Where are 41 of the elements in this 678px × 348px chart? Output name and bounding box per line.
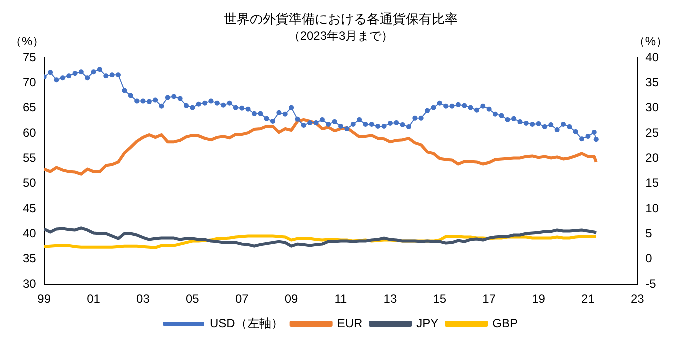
y-tick-label: 60 bbox=[22, 126, 37, 140]
legend-label: USD（左軸） bbox=[210, 316, 284, 330]
y-tick-label: 70 bbox=[22, 75, 37, 90]
x-tick-label: 21 bbox=[582, 292, 596, 306]
y2-tick-label: 15 bbox=[646, 176, 660, 190]
y-tick-label: 45 bbox=[22, 201, 37, 216]
y2-tick-label: 35 bbox=[646, 75, 660, 90]
x-tick-label: 01 bbox=[87, 292, 101, 306]
legend-label: JPY bbox=[416, 316, 439, 330]
x-tick-label: 03 bbox=[136, 292, 150, 306]
x-tick-label: 23 bbox=[630, 292, 645, 306]
y2-tick-label: 10 bbox=[646, 201, 660, 216]
x-tick-label: 99 bbox=[38, 292, 52, 306]
x-tick-label: 05 bbox=[186, 292, 200, 306]
chart-title: 世界の外貨準備における各通貨保有比率 bbox=[224, 11, 458, 26]
y2-tick-label: 30 bbox=[646, 100, 660, 115]
y-tick-label: 50 bbox=[22, 176, 37, 190]
y-tick-label: 35 bbox=[22, 252, 37, 266]
y-tick-label: 40 bbox=[22, 226, 37, 241]
x-tick-label: 07 bbox=[235, 292, 250, 306]
y2-tick-label: -5 bbox=[646, 276, 657, 291]
legend-label: GBP bbox=[492, 316, 518, 330]
x-tick-label: 11 bbox=[334, 292, 348, 306]
x-tick-label: 09 bbox=[284, 292, 299, 306]
y-axis-title: （%） bbox=[10, 34, 45, 48]
y2-tick-label: 5 bbox=[646, 226, 653, 241]
chart-subtitle: （2023年3月まで） bbox=[288, 29, 394, 44]
legend-label: EUR bbox=[337, 316, 363, 330]
y-tick-label: 65 bbox=[22, 100, 37, 115]
y2-tick-label: 20 bbox=[646, 151, 660, 166]
y-tick-label: 55 bbox=[22, 151, 37, 166]
x-tick-label: 13 bbox=[384, 292, 398, 306]
y2-tick-label: 40 bbox=[646, 50, 660, 64]
x-tick-label: 17 bbox=[482, 292, 496, 306]
y-tick-label: 75 bbox=[22, 50, 37, 64]
x-tick-label: 15 bbox=[433, 292, 447, 306]
y-tick-label: 30 bbox=[22, 276, 37, 291]
y2-axis-title: （%） bbox=[633, 34, 668, 48]
y2-tick-label: 25 bbox=[646, 126, 660, 140]
x-tick-label: 19 bbox=[532, 292, 546, 306]
y2-tick-label: 0 bbox=[646, 252, 653, 266]
